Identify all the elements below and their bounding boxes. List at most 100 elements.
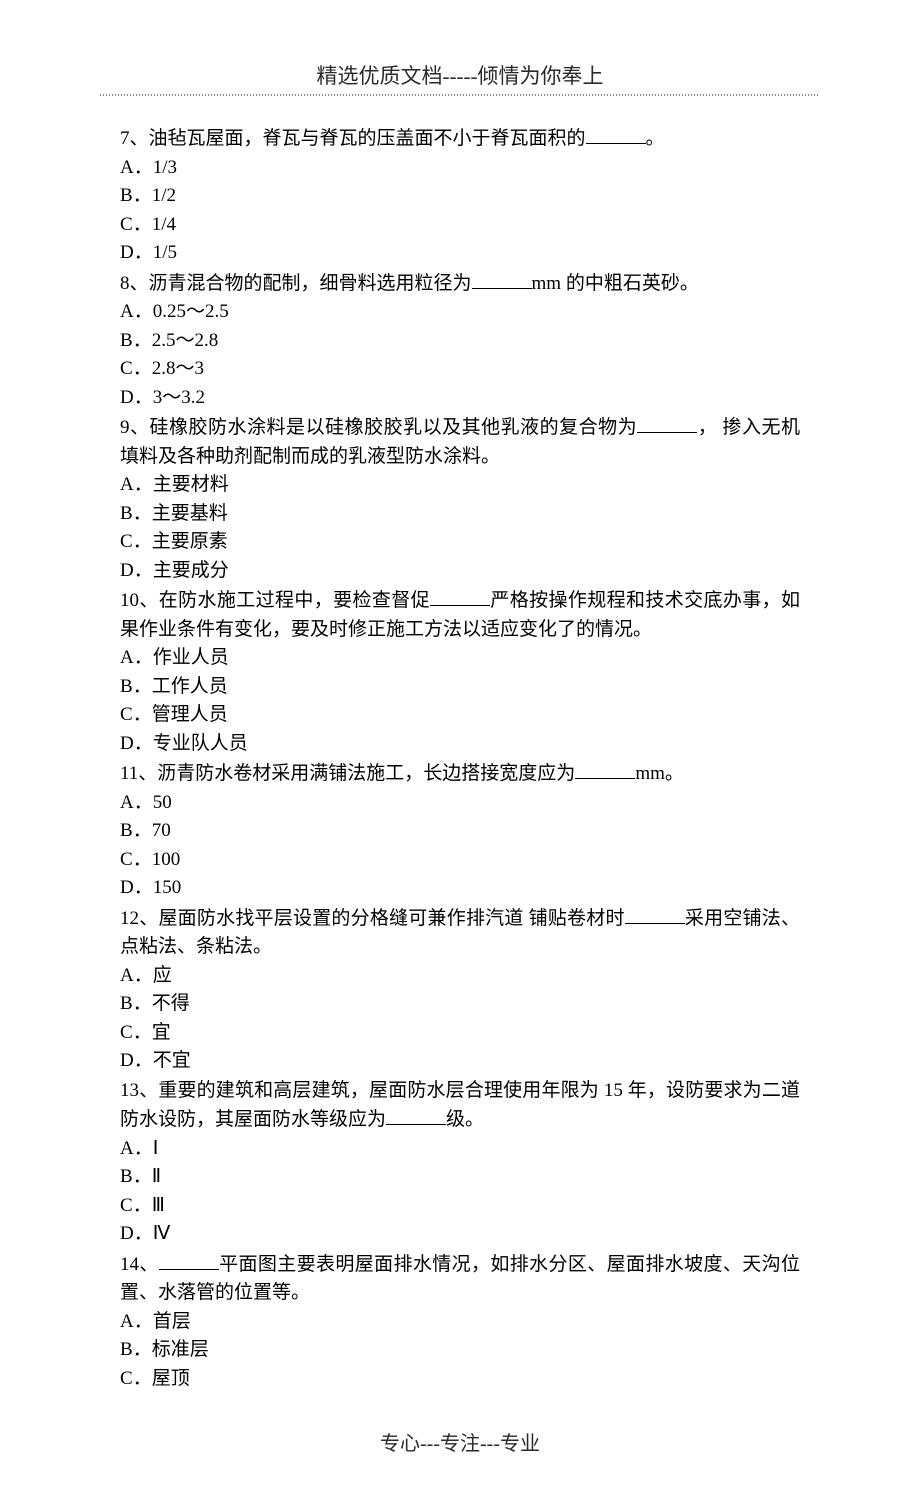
option: C．Ⅲ <box>120 1192 800 1221</box>
question-text-after: mm 的中粗石英砂。 <box>532 273 699 294</box>
option-text: ．1/4 <box>133 214 176 235</box>
option: B．工作人员 <box>120 673 800 702</box>
option-text: ．应 <box>134 965 172 986</box>
question-block: 9、硅橡胶防水涂料是以硅橡胶胶乳以及其他乳液的复合物为， 掺入无机填料及各种助剂… <box>120 413 800 585</box>
option-text: ．1/5 <box>134 242 177 263</box>
question-number: 7 <box>120 128 130 149</box>
option-label: D <box>120 242 134 263</box>
option: B．标准层 <box>120 1336 800 1365</box>
fill-blank <box>637 413 697 433</box>
option-text: ．主要基料 <box>133 503 228 524</box>
question-number: 10 <box>120 590 139 611</box>
document-page: 精选优质文档-----倾情为你奉上 7、油毡瓦屋面，脊瓦与脊瓦的压盖面不小于脊瓦… <box>0 0 920 1496</box>
option-text: ．Ⅱ <box>133 1166 161 1187</box>
option-text: ．管理人员 <box>133 704 228 725</box>
option: D．1/5 <box>120 239 800 268</box>
option-label: A <box>120 157 134 178</box>
option-label: D <box>120 1223 134 1244</box>
option-label: D <box>120 877 134 898</box>
option-label: C <box>120 704 133 725</box>
option-text: ．工作人员 <box>133 676 228 697</box>
option: B．70 <box>120 817 800 846</box>
option: B．Ⅱ <box>120 1163 800 1192</box>
option: A．0.25～2.5 <box>120 298 800 327</box>
question-number: 8 <box>120 273 130 294</box>
question-number: 13 <box>120 1080 139 1101</box>
option-label: D <box>120 387 134 408</box>
question-block: 12、屋面防水找平层设置的分格缝可兼作排汽道 铺贴卷材时采用空铺法、点粘法、条粘… <box>120 904 800 1076</box>
question-text: 12、屋面防水找平层设置的分格缝可兼作排汽道 铺贴卷材时采用空铺法、点粘法、条粘… <box>120 904 800 962</box>
option-text: ．Ⅲ <box>133 1195 165 1216</box>
option: D．专业队人员 <box>120 730 800 759</box>
option-text: ．70 <box>133 820 171 841</box>
option-text: ．标准层 <box>133 1339 209 1360</box>
option-label: D <box>120 1050 134 1071</box>
option: C．2.8～3 <box>120 355 800 384</box>
option-label: A <box>120 647 134 668</box>
question-text-before: 、油毡瓦屋面，脊瓦与脊瓦的压盖面不小于脊瓦面积的 <box>130 128 586 149</box>
option: B．1/2 <box>120 182 800 211</box>
option-label: A <box>120 301 134 322</box>
option: D．不宜 <box>120 1047 800 1076</box>
option-text: ．2.8～3 <box>133 358 204 379</box>
fill-blank <box>625 904 685 924</box>
question-text: 10、在防水施工过程中，要检查督促严格按操作规程和技术交底办事，如果作业条件有变… <box>120 586 800 644</box>
question-number: 9 <box>120 417 130 438</box>
question-text-before: 、沥青混合物的配制，细骨料选用粒径为 <box>130 273 472 294</box>
option: C．管理人员 <box>120 701 800 730</box>
option-label: B <box>120 1339 133 1360</box>
question-text-before: 、屋面防水找平层设置的分格缝可兼作排汽道 铺贴卷材时 <box>139 908 625 929</box>
option: D．150 <box>120 874 800 903</box>
option-label: C <box>120 1195 133 1216</box>
option: B．主要基料 <box>120 500 800 529</box>
option: A．1/3 <box>120 154 800 183</box>
option-label: B <box>120 330 133 351</box>
option-label: A <box>120 474 134 495</box>
fill-blank <box>386 1105 446 1125</box>
question-block: 11、沥青防水卷材采用满铺法施工，长边搭接宽度应为mm。A．50B．70C．10… <box>120 759 800 903</box>
question-text-after: mm。 <box>635 763 684 784</box>
option-label: A <box>120 1311 134 1332</box>
option-label: B <box>120 993 133 1014</box>
option: D．主要成分 <box>120 557 800 586</box>
option: C．屋顶 <box>120 1365 800 1394</box>
question-block: 7、油毡瓦屋面，脊瓦与脊瓦的压盖面不小于脊瓦面积的。A．1/3B．1/2C．1/… <box>120 124 800 268</box>
question-text-before: 、硅橡胶防水涂料是以硅橡胶胶乳以及其他乳液的复合物为 <box>130 417 638 438</box>
option-text: ．1/3 <box>134 157 177 178</box>
question-text: 13、重要的建筑和高层建筑，屋面防水层合理使用年限为 15 年，设防要求为二道防… <box>120 1077 800 1135</box>
question-text: 9、硅橡胶防水涂料是以硅橡胶胶乳以及其他乳液的复合物为， 掺入无机填料及各种助剂… <box>120 413 800 471</box>
questions-container: 7、油毡瓦屋面，脊瓦与脊瓦的压盖面不小于脊瓦面积的。A．1/3B．1/2C．1/… <box>120 124 800 1393</box>
option-label: C <box>120 849 133 870</box>
question-block: 14、平面图主要表明屋面排水情况，如排水分区、屋面排水坡度、天沟位置、水落管的位… <box>120 1250 800 1394</box>
question-text: 11、沥青防水卷材采用满铺法施工，长边搭接宽度应为mm。 <box>120 759 800 789</box>
option-text: ．1/2 <box>133 185 176 206</box>
option-text: ．50 <box>134 792 172 813</box>
page-footer: 专心---专注---专业 <box>120 1427 800 1456</box>
option: C．主要原素 <box>120 528 800 557</box>
question-text: 14、平面图主要表明屋面排水情况，如排水分区、屋面排水坡度、天沟位置、水落管的位… <box>120 1250 800 1308</box>
question-number: 12 <box>120 908 139 929</box>
option: C．宜 <box>120 1019 800 1048</box>
question-block: 10、在防水施工过程中，要检查督促严格按操作规程和技术交底办事，如果作业条件有变… <box>120 586 800 758</box>
option-text: ．屋顶 <box>133 1368 190 1389</box>
question-block: 8、沥青混合物的配制，细骨料选用粒径为mm 的中粗石英砂。A．0.25～2.5B… <box>120 269 800 413</box>
option-label: B <box>120 820 133 841</box>
option-text: ．主要材料 <box>134 474 229 495</box>
question-text-after: 平面图主要表明屋面排水情况，如排水分区、屋面排水坡度、天沟位置、水落管的位置等。 <box>120 1254 800 1304</box>
question-text: 7、油毡瓦屋面，脊瓦与脊瓦的压盖面不小于脊瓦面积的。 <box>120 124 800 154</box>
question-text-before: 、在防水施工过程中，要检查督促 <box>139 590 430 611</box>
option: A．Ⅰ <box>120 1135 800 1164</box>
option: B．不得 <box>120 990 800 1019</box>
page-header: 精选优质文档-----倾情为你奉上 <box>120 60 800 96</box>
option-text: ．0.25～2.5 <box>134 301 229 322</box>
option-text: ．不宜 <box>134 1050 191 1071</box>
option: A．首层 <box>120 1308 800 1337</box>
fill-blank <box>575 759 635 779</box>
option-label: D <box>120 733 134 754</box>
option-text: ．专业队人员 <box>134 733 248 754</box>
fill-blank <box>159 1250 219 1270</box>
option-label: C <box>120 214 133 235</box>
option-label: D <box>120 560 134 581</box>
option-text: ．宜 <box>133 1022 171 1043</box>
option: A．主要材料 <box>120 471 800 500</box>
